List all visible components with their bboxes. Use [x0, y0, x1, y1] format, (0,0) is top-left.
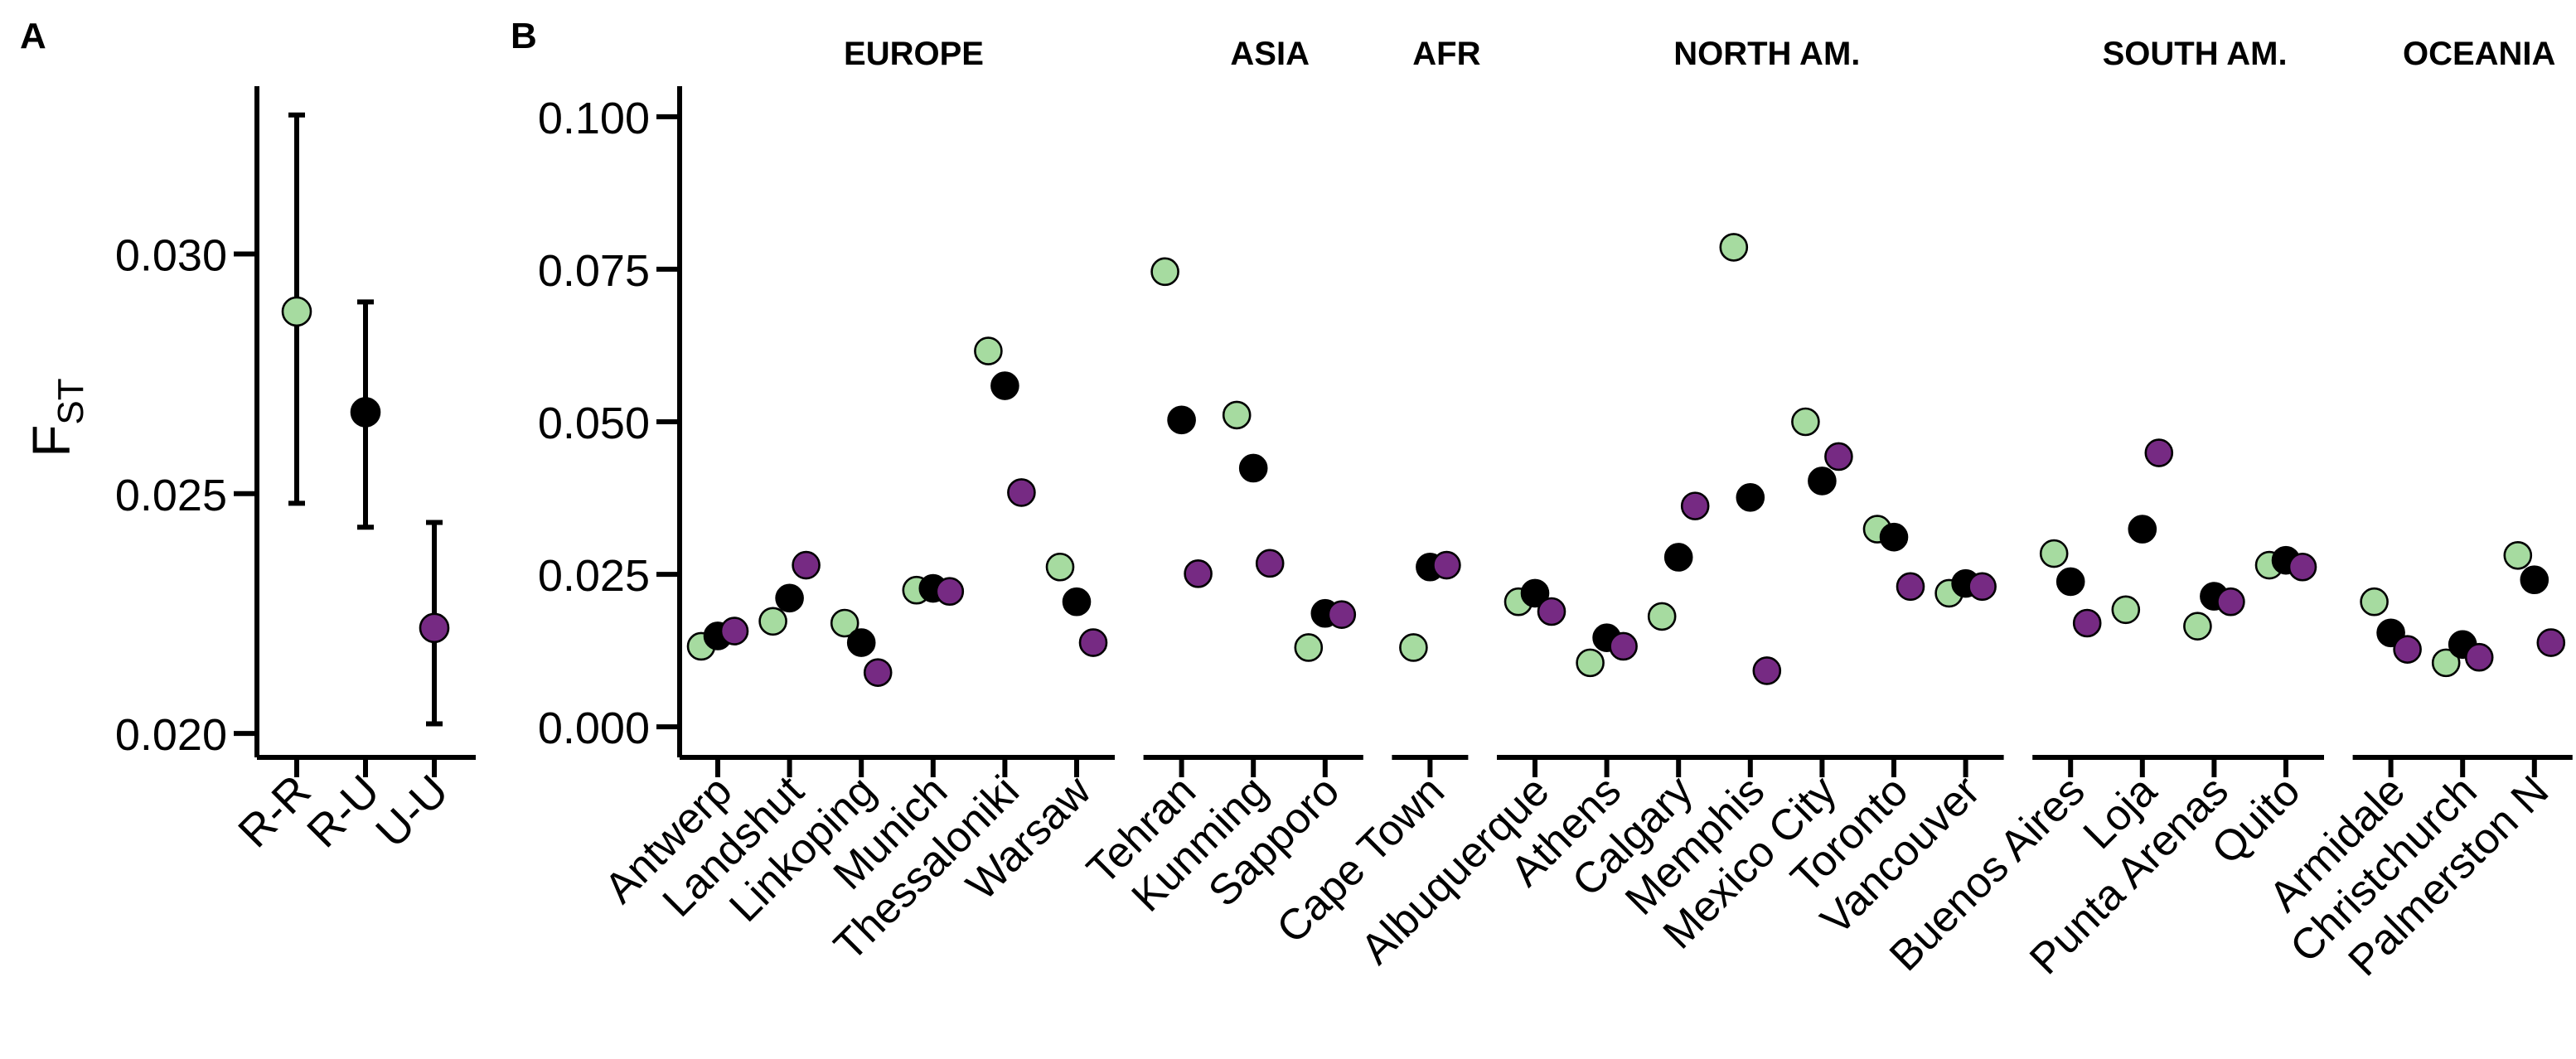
point — [2431, 648, 2461, 678]
y-tick-label: 0.075 — [538, 246, 650, 296]
point — [1150, 257, 1179, 287]
point — [935, 577, 965, 607]
point — [1719, 233, 1749, 262]
panel-label: A — [20, 16, 46, 56]
y-label-main: F — [22, 425, 81, 457]
point — [1078, 628, 1108, 657]
y-tick-label: 0.025 — [115, 471, 227, 520]
point — [1968, 572, 1997, 602]
point — [1791, 407, 1820, 437]
y-tick-label: 0.030 — [115, 231, 227, 281]
point — [1663, 543, 1693, 572]
point — [1327, 600, 1357, 629]
point — [1576, 648, 1605, 678]
y-tick-label: 0.100 — [538, 94, 650, 143]
point — [2183, 612, 2212, 641]
point — [1609, 631, 1638, 661]
point — [1255, 549, 1285, 578]
point — [2288, 552, 2317, 582]
point — [1520, 578, 1550, 608]
point — [2072, 608, 2102, 638]
point — [1537, 597, 1566, 626]
group-label: EUROPE — [844, 36, 984, 72]
point — [974, 336, 1003, 365]
point — [846, 628, 876, 657]
point — [2503, 540, 2533, 570]
y-tick-label: 0.025 — [538, 551, 650, 601]
point — [419, 612, 450, 644]
point — [1399, 633, 1428, 662]
point — [758, 607, 787, 636]
point — [1736, 483, 1765, 512]
point — [1879, 522, 1909, 552]
point — [2039, 539, 2069, 568]
point — [2536, 628, 2566, 657]
point — [2216, 587, 2245, 617]
point — [1680, 491, 1710, 520]
point — [2464, 642, 2494, 672]
point — [1007, 478, 1036, 507]
point — [2128, 515, 2157, 544]
point — [863, 658, 893, 687]
point — [1062, 587, 1092, 617]
point — [1808, 467, 1837, 496]
point — [2111, 595, 2141, 625]
point — [2520, 565, 2549, 595]
point — [281, 296, 312, 327]
point — [350, 397, 381, 428]
x-tick-label: U-U — [366, 766, 458, 857]
point — [1896, 572, 1925, 602]
point — [2393, 635, 2422, 664]
point — [1824, 442, 1853, 471]
point — [1222, 400, 1252, 430]
point — [719, 617, 749, 646]
point — [792, 550, 821, 580]
point — [1647, 602, 1677, 631]
point — [1294, 633, 1324, 662]
point — [830, 608, 859, 638]
group-label: NORTH AM. — [1673, 36, 1860, 72]
group-label: AFR — [1412, 36, 1480, 72]
point — [990, 371, 1019, 400]
y-label-sub: ST — [51, 378, 91, 424]
y-tick-label: 0.020 — [115, 710, 227, 760]
point — [1432, 550, 1461, 580]
y-axis-label: FST — [22, 378, 91, 457]
point — [1184, 559, 1213, 588]
point — [1045, 552, 1075, 582]
panel-label: B — [511, 16, 537, 56]
point — [2055, 567, 2085, 597]
point — [2360, 587, 2389, 617]
point — [1752, 656, 1782, 685]
point — [1167, 405, 1196, 435]
group-label: SOUTH AM. — [2103, 36, 2288, 72]
group-label: ASIA — [1230, 36, 1310, 72]
y-tick-label: 0.000 — [538, 704, 650, 753]
point — [1238, 453, 1268, 483]
y-tick-label: 0.050 — [538, 399, 650, 448]
point — [2144, 438, 2174, 467]
group-label: OCEANIA — [2403, 36, 2555, 72]
point — [775, 583, 804, 613]
